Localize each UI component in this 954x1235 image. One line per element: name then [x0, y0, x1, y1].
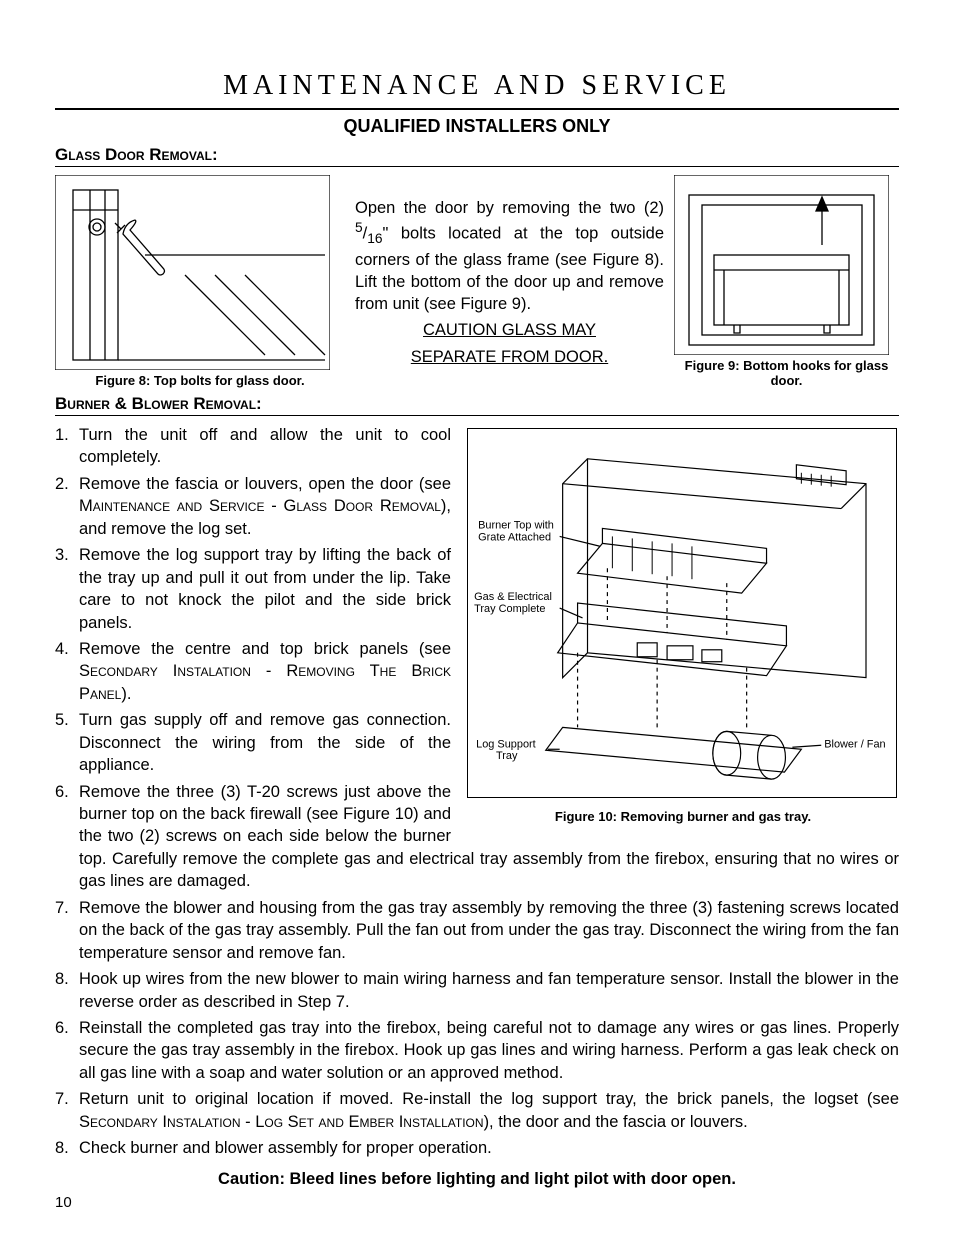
page-number: 10: [55, 1194, 72, 1211]
glass-door-caution-line2: SEPARATE FROM DOOR.: [355, 346, 664, 368]
step-item: 5.Turn gas supply off and remove gas con…: [55, 709, 899, 776]
burner-body: Burner Top withGrate Attached Gas & Elec…: [55, 424, 899, 1164]
step-item: 2.Remove the fascia or louvers, open the…: [55, 473, 899, 540]
steps-list: 1.Turn the unit off and allow the unit t…: [55, 424, 899, 1160]
step-item: 8.Hook up wires from the new blower to m…: [55, 968, 899, 1013]
figure-9-svg: [674, 175, 889, 355]
figure-9-caption: Figure 9: Bottom hooks for glass door.: [674, 358, 899, 388]
section-heading-burner-blower: Burner & Blower Removal:: [55, 394, 899, 416]
figure-9: Figure 9: Bottom hooks for glass door.: [674, 175, 899, 388]
step-item: 7.Return unit to original location if mo…: [55, 1088, 899, 1133]
figure-8: Figure 8: Top bolts for glass door.: [55, 175, 345, 388]
title-rule: [55, 108, 899, 110]
footer-caution: Caution: Bleed lines before lighting and…: [55, 1170, 899, 1189]
glass-door-paragraph: Open the door by removing the two (2) 5/…: [355, 175, 664, 368]
step-item: 1.Turn the unit off and allow the unit t…: [55, 424, 899, 469]
page-subhead: QUALIFIED INSTALLERS ONLY: [55, 116, 899, 137]
step-item: 3.Remove the log support tray by lifting…: [55, 544, 899, 634]
step-item: 4.Remove the centre and top brick panels…: [55, 638, 899, 705]
section-heading-glass-door: Glass Door Removal:: [55, 145, 899, 167]
page-title: Maintenance And Service: [55, 70, 899, 102]
figure-8-svg: [55, 175, 330, 370]
step-item: 8.Check burner and blower assembly for p…: [55, 1137, 899, 1159]
step-item: 6.Reinstall the completed gas tray into …: [55, 1017, 899, 1084]
step-item: 6.Remove the three (3) T-20 screws just …: [55, 781, 899, 893]
glass-door-text: Open the door by removing the two (2) 5/…: [355, 197, 664, 315]
figure-8-caption: Figure 8: Top bolts for glass door.: [55, 373, 345, 388]
glass-door-grid: Figure 8: Top bolts for glass door. Open…: [55, 175, 899, 388]
glass-door-caution-line1: CAUTION GLASS MAY: [355, 319, 664, 341]
step-item: 7.Remove the blower and housing from the…: [55, 897, 899, 964]
